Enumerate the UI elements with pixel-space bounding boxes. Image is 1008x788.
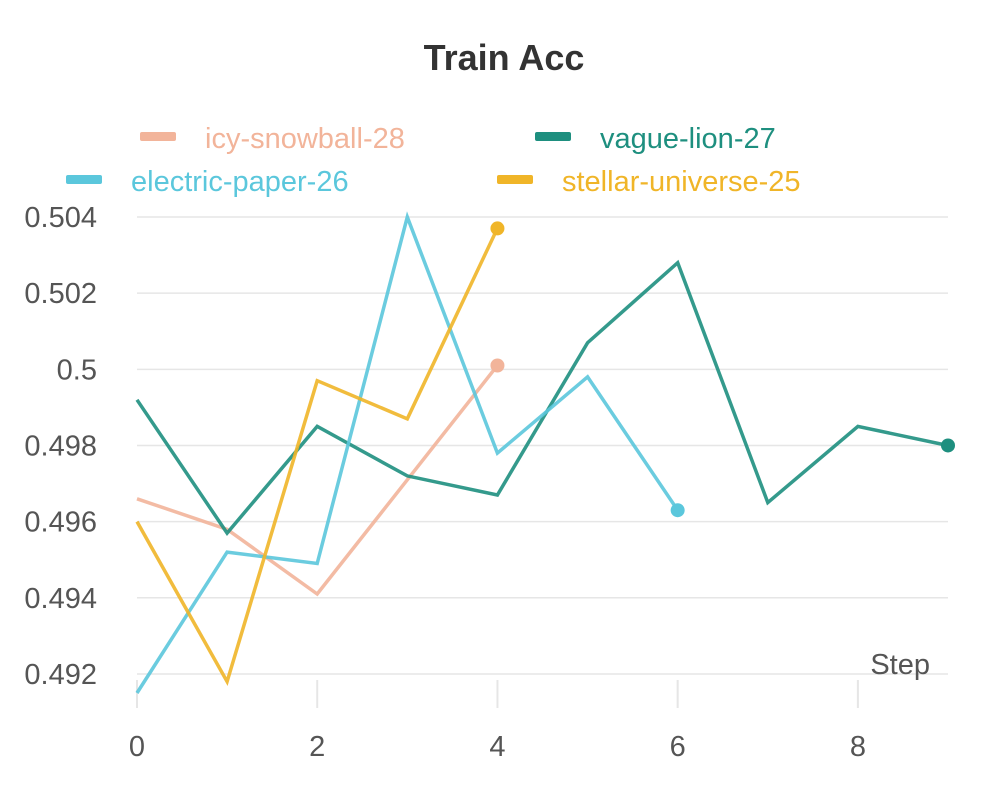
series-end-point-stellar-universe-25	[490, 221, 505, 236]
legend-swatch-electric-paper-26	[66, 175, 102, 184]
y-tick-label: 0.5	[57, 354, 97, 386]
series-group	[135, 211, 955, 694]
y-tick-label: 0.502	[24, 278, 97, 310]
legend-label-vague-lion-27: vague-lion-27	[600, 123, 776, 155]
y-tick-label: 0.496	[24, 507, 97, 539]
x-tick-label: 2	[309, 731, 325, 763]
x-tick-label: 0	[129, 731, 145, 763]
x-tick-label: 4	[489, 731, 505, 763]
series-end-point-vague-lion-27	[941, 438, 955, 453]
series-line-electric-paper-26	[135, 211, 680, 694]
legend-swatch-stellar-universe-25	[497, 175, 533, 184]
legend: icy-snowball-28 vague-lion-27 electric-pap…	[66, 123, 801, 198]
y-tick-label: 0.498	[24, 430, 97, 462]
axes: 0.492 0.494 0.496 0.498 0.5 0.502 0.504 0 2 4 6 8	[24, 202, 866, 763]
series-line-stellar-universe-25	[135, 227, 499, 687]
grid	[137, 216, 948, 675]
y-tick-label: 0.492	[24, 659, 97, 691]
legend-swatch-icy-snowball-28	[140, 132, 176, 141]
series-end-point-electric-paper-26	[670, 503, 685, 518]
chart-title: Train Acc	[424, 37, 585, 78]
series-end-point-icy-snowball-28	[490, 358, 505, 373]
series-line-icy-snowball-28	[136, 364, 499, 597]
legend-label-icy-snowball-28: icy-snowball-28	[205, 123, 405, 155]
y-tick-label: 0.504	[24, 202, 97, 234]
y-tick-label: 0.494	[24, 583, 97, 615]
x-axis-label: Step	[870, 649, 930, 681]
x-tick-label: 8	[850, 731, 866, 763]
series-line-vague-lion-27	[135, 259, 949, 536]
x-tick-label: 6	[670, 731, 686, 763]
legend-label-stellar-universe-25: stellar-universe-25	[562, 166, 801, 198]
legend-label-electric-paper-26: electric-paper-26	[131, 166, 349, 198]
legend-swatch-vague-lion-27	[535, 132, 571, 141]
